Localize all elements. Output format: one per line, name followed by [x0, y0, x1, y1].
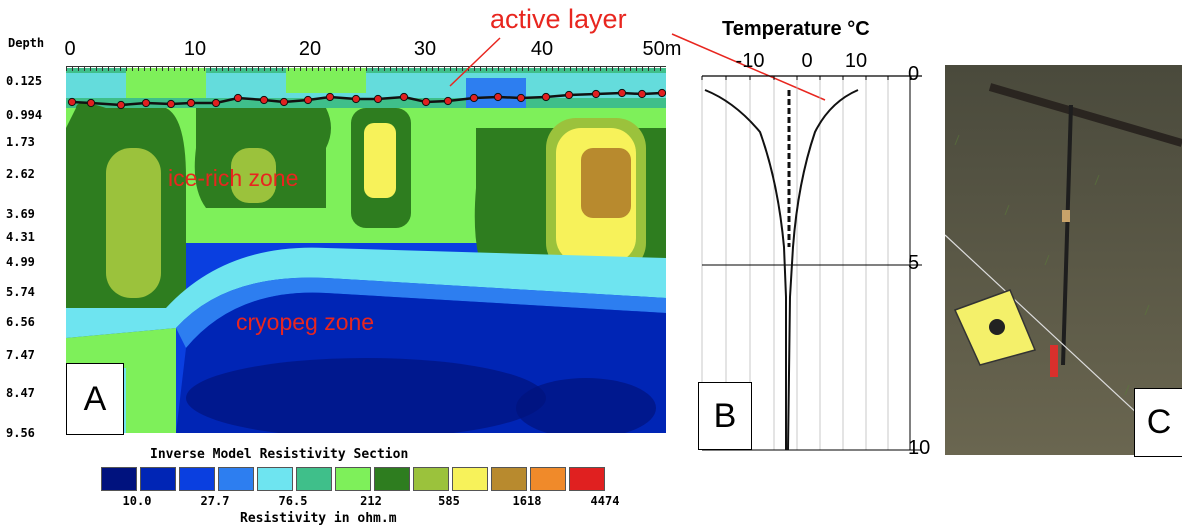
x-tick-50m: 50m	[642, 38, 682, 60]
depth-tick: 4.31	[6, 230, 35, 244]
legend-swatch	[140, 467, 176, 491]
depth-tick-5: 5	[908, 252, 920, 274]
legend-swatch	[530, 467, 566, 491]
depth-tick-0: 0	[908, 63, 920, 85]
depth-tick-10: 10	[908, 437, 931, 459]
legend-value: 10.0	[122, 494, 152, 508]
x-tick-30: 30	[413, 38, 437, 60]
depth-tick: 5.74	[6, 285, 35, 299]
legend-value: 4474	[590, 494, 620, 508]
legend-title: Inverse Model Resistivity Section	[150, 447, 409, 462]
x-tick-40: 40	[530, 38, 554, 60]
legend-swatch	[179, 467, 215, 491]
panel-letter-c: C	[1134, 388, 1182, 457]
panel-letter-b: B	[698, 382, 752, 450]
legend-swatch	[296, 467, 332, 491]
cryopeg-zone-label: cryopeg zone	[236, 309, 375, 335]
depth-tick: 1.73	[6, 135, 35, 149]
legend-swatch	[452, 467, 488, 491]
x-tick-0: 0	[64, 38, 76, 60]
x-tick-20: 20	[298, 38, 322, 60]
legend-swatch	[101, 467, 137, 491]
legend-value: 27.7	[200, 494, 230, 508]
temp-tick: 0	[801, 50, 813, 72]
legend-swatch	[374, 467, 410, 491]
depth-tick: 7.47	[6, 348, 35, 362]
panel-letter-a: A	[66, 363, 124, 435]
x-ruler	[66, 66, 666, 71]
legend-value: 76.5	[278, 494, 308, 508]
temp-tick: -10	[735, 50, 765, 72]
depth-tick: 6.56	[6, 315, 35, 329]
temperature-title: Temperature °C	[722, 18, 870, 40]
resistivity-section-image	[66, 68, 666, 433]
legend-swatch	[569, 467, 605, 491]
depth-axis-title: Depth	[8, 36, 45, 50]
panel-b-temperature-profile: Temperature °C -10 0 10 0 5 10 B	[690, 0, 940, 470]
panel-c-field-photo: C	[944, 65, 1182, 457]
depth-tick: 2.62	[6, 167, 35, 181]
active-layer-pointers	[449, 33, 826, 101]
legend-swatch	[413, 467, 449, 491]
legend-value: 212	[360, 494, 382, 508]
depth-tick: 3.69	[6, 207, 35, 221]
panel-a-resistivity-section: Depth 0 10 20 30 40 50m 0.125 0.994 1.73…	[6, 4, 826, 526]
legend-swatch	[335, 467, 371, 491]
temperature-plot	[701, 75, 922, 451]
legend-unit: Resistivity in ohm.m	[240, 511, 397, 526]
active-layer-label: active layer	[490, 4, 627, 34]
legend-swatch	[257, 467, 293, 491]
depth-tick: 9.56	[6, 426, 35, 440]
depth-tick: 0.994	[6, 108, 43, 122]
legend-swatch	[491, 467, 527, 491]
depth-tick: 0.125	[6, 74, 43, 88]
legend-value: 585	[438, 494, 460, 508]
ice-rich-zone-label: ice-rich zone	[168, 165, 299, 191]
x-tick-10: 10	[183, 38, 207, 60]
legend-value: 1618	[512, 494, 542, 508]
depth-tick: 4.99	[6, 255, 35, 269]
temp-tick: 10	[844, 50, 868, 72]
depth-tick: 8.47	[6, 386, 35, 400]
legend-swatch	[218, 467, 254, 491]
